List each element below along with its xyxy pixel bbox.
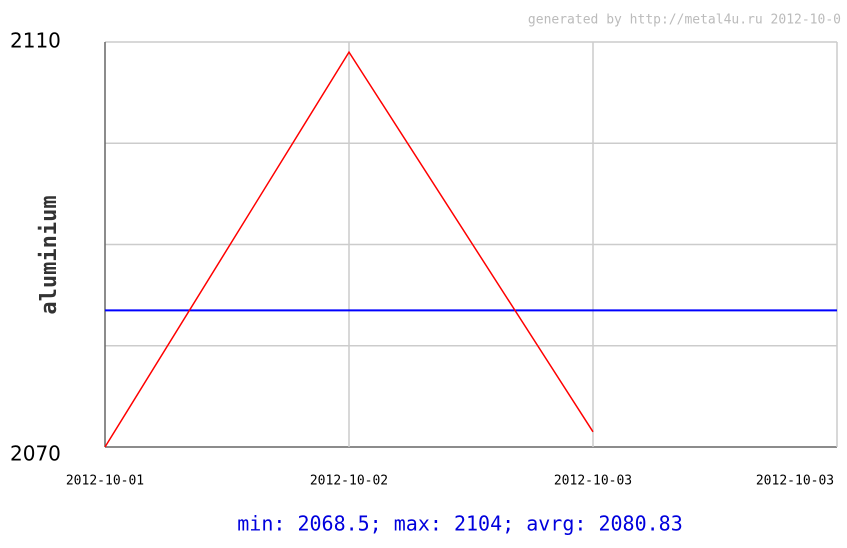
x-tick-label: 2012-10-02	[310, 474, 388, 489]
y-tick-label: 2110	[10, 29, 61, 53]
x-tick-label: 2012-10-03	[554, 474, 632, 489]
x-tick-label: 2012-10-01	[66, 474, 144, 489]
y-axis-label: aluminium	[37, 195, 62, 314]
y-tick-label: 2070	[10, 442, 61, 466]
line	[104, 50, 594, 448]
summary: min: 2068.5; max: 2104; avrg: 2080.83	[237, 512, 683, 536]
x-tick-label: 2012-10-03	[756, 474, 834, 489]
watermark: generated by http://metal4u.ru 2012-10-0	[528, 13, 841, 28]
